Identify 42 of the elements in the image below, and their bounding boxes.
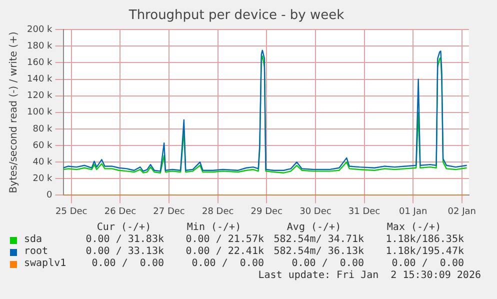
chart-title: Throughput per device - by week: [128, 8, 345, 24]
x-tick-label: 01 Jan: [398, 206, 428, 217]
x-tick-label: 29 Dec: [250, 206, 283, 217]
x-tick-label: 28 Dec: [202, 206, 234, 217]
legend-label: sda: [24, 234, 44, 245]
y-tick-label: 80 k: [32, 124, 54, 134]
legend-label: swaplv1: [24, 258, 68, 269]
y-axis-title: Bytes/second read (-) / write (+): [8, 32, 20, 194]
y-tick-label: 60 k: [32, 140, 54, 151]
text: 582.54m/ 34.71k: [272, 234, 364, 245]
y-tick-label: 140 k: [26, 74, 54, 85]
text: Last update: Fri Jan 2 15:30:09 2026: [257, 270, 482, 281]
legend-label: root: [24, 246, 50, 257]
x-tick-label: 26 Dec: [104, 206, 136, 217]
text: 0.00 / 0.00: [90, 258, 164, 269]
text: 1.18k/186.35k: [384, 234, 464, 245]
text: Avg (-/+): [286, 222, 342, 233]
x-tick-label: 27 Dec: [153, 206, 185, 217]
y-tick-label: 0: [46, 190, 53, 201]
text: 1.18k/195.47k: [384, 246, 464, 257]
y-tick-label: 100 k: [26, 108, 54, 118]
text: 0.00 / 21.57k: [184, 234, 264, 245]
y-tick-label: 120 k: [26, 91, 54, 102]
text: 0.00 / 0.00: [390, 258, 464, 269]
x-tick-label: 31 Dec: [348, 206, 380, 217]
text: 0.00 / 0.00: [190, 258, 264, 269]
y-tick-label: 200 k: [26, 24, 54, 35]
text: Min (-/+): [186, 222, 242, 233]
text: 0.00 / 31.83k: [84, 234, 164, 245]
text: 0.00 / 33.13k: [84, 246, 164, 257]
y-tick-label: 160 k: [26, 58, 54, 68]
text: 582.54m/ 36.13k: [272, 246, 364, 257]
text: Cur (-/+): [96, 222, 152, 233]
y-tick-label: 20 k: [32, 174, 54, 184]
text: Max (-/+): [386, 222, 442, 233]
x-tick-label: 30 Dec: [300, 206, 332, 217]
text: 0.00 / 22.41k: [184, 246, 264, 257]
x-tick-label: 25 Dec: [56, 206, 88, 217]
text: 0.00 / 0.00: [290, 258, 364, 269]
y-tick-label: 180 k: [26, 42, 54, 52]
x-tick-label: 02 Jan: [448, 206, 476, 217]
y-tick-label: 40 k: [32, 157, 54, 168]
